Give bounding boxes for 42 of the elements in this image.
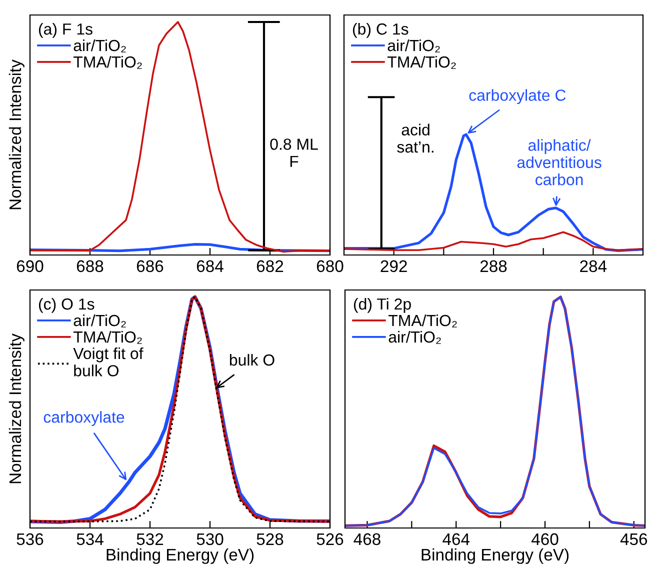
legend-label: air/TiO₂ [388,330,441,344]
chart-title: (c) O 1s [38,298,94,313]
x-tick-label: 292 [380,260,407,272]
x-tick-label: 288 [480,260,507,272]
legend-label: TMA/TiO₂ [73,56,142,69]
x-axis-title: Binding Energy (eV) [422,548,569,564]
y-axis-title: Normalized Intensity [8,60,24,210]
x-tick-label: 686 [136,260,164,272]
chart-title: (d) Ti 2p [354,298,411,313]
x-tick-label: 534 [76,533,104,546]
x-tick-label: 468 [354,533,380,546]
x-tick-label: 528 [256,533,284,546]
x-axis-title: Binding Energy (eV) [106,548,254,564]
x-tick-label: 460 [531,533,558,546]
annotation: carboxylate C [469,89,566,104]
annotation: 0.8 ML F [270,138,318,167]
legend-label: Voigt fit of bulk O [73,347,144,376]
x-tick-label: 536 [16,533,44,546]
annotation: bulk O [230,354,274,366]
legend-label: air/TiO₂ [74,314,126,328]
legend-label: TMA/TiO₂ [387,56,456,69]
annotation: carboxylate [44,411,124,426]
x-tick-label: 680 [316,260,344,272]
x-tick-label: 456 [620,533,648,546]
x-tick-label: 464 [442,533,470,546]
legend-label: TMA/TiO₂ [388,314,457,328]
x-tick-label: 684 [196,260,224,272]
annotation: aliphatic/ adventitious carbon [517,139,602,186]
legend-label: air/TiO₂ [388,39,440,52]
x-tick-label: 532 [136,533,164,546]
x-tick-label: 690 [16,260,44,272]
x-tick-label: 688 [76,260,104,272]
y-axis-title: Normalized Intensity [8,334,24,484]
x-tick-label: 530 [196,533,224,546]
legend-label: TMA/TiO₂ [73,330,142,344]
x-tick-label: 284 [580,260,607,272]
legend-label: air/TiO₂ [74,39,126,52]
chart-title: (b) C 1s [352,22,408,38]
x-tick-label: 682 [256,260,284,272]
annotation: acid sat’n. [397,124,434,153]
chart-title: (a) F 1s [38,22,92,38]
x-tick-label: 526 [316,533,344,546]
